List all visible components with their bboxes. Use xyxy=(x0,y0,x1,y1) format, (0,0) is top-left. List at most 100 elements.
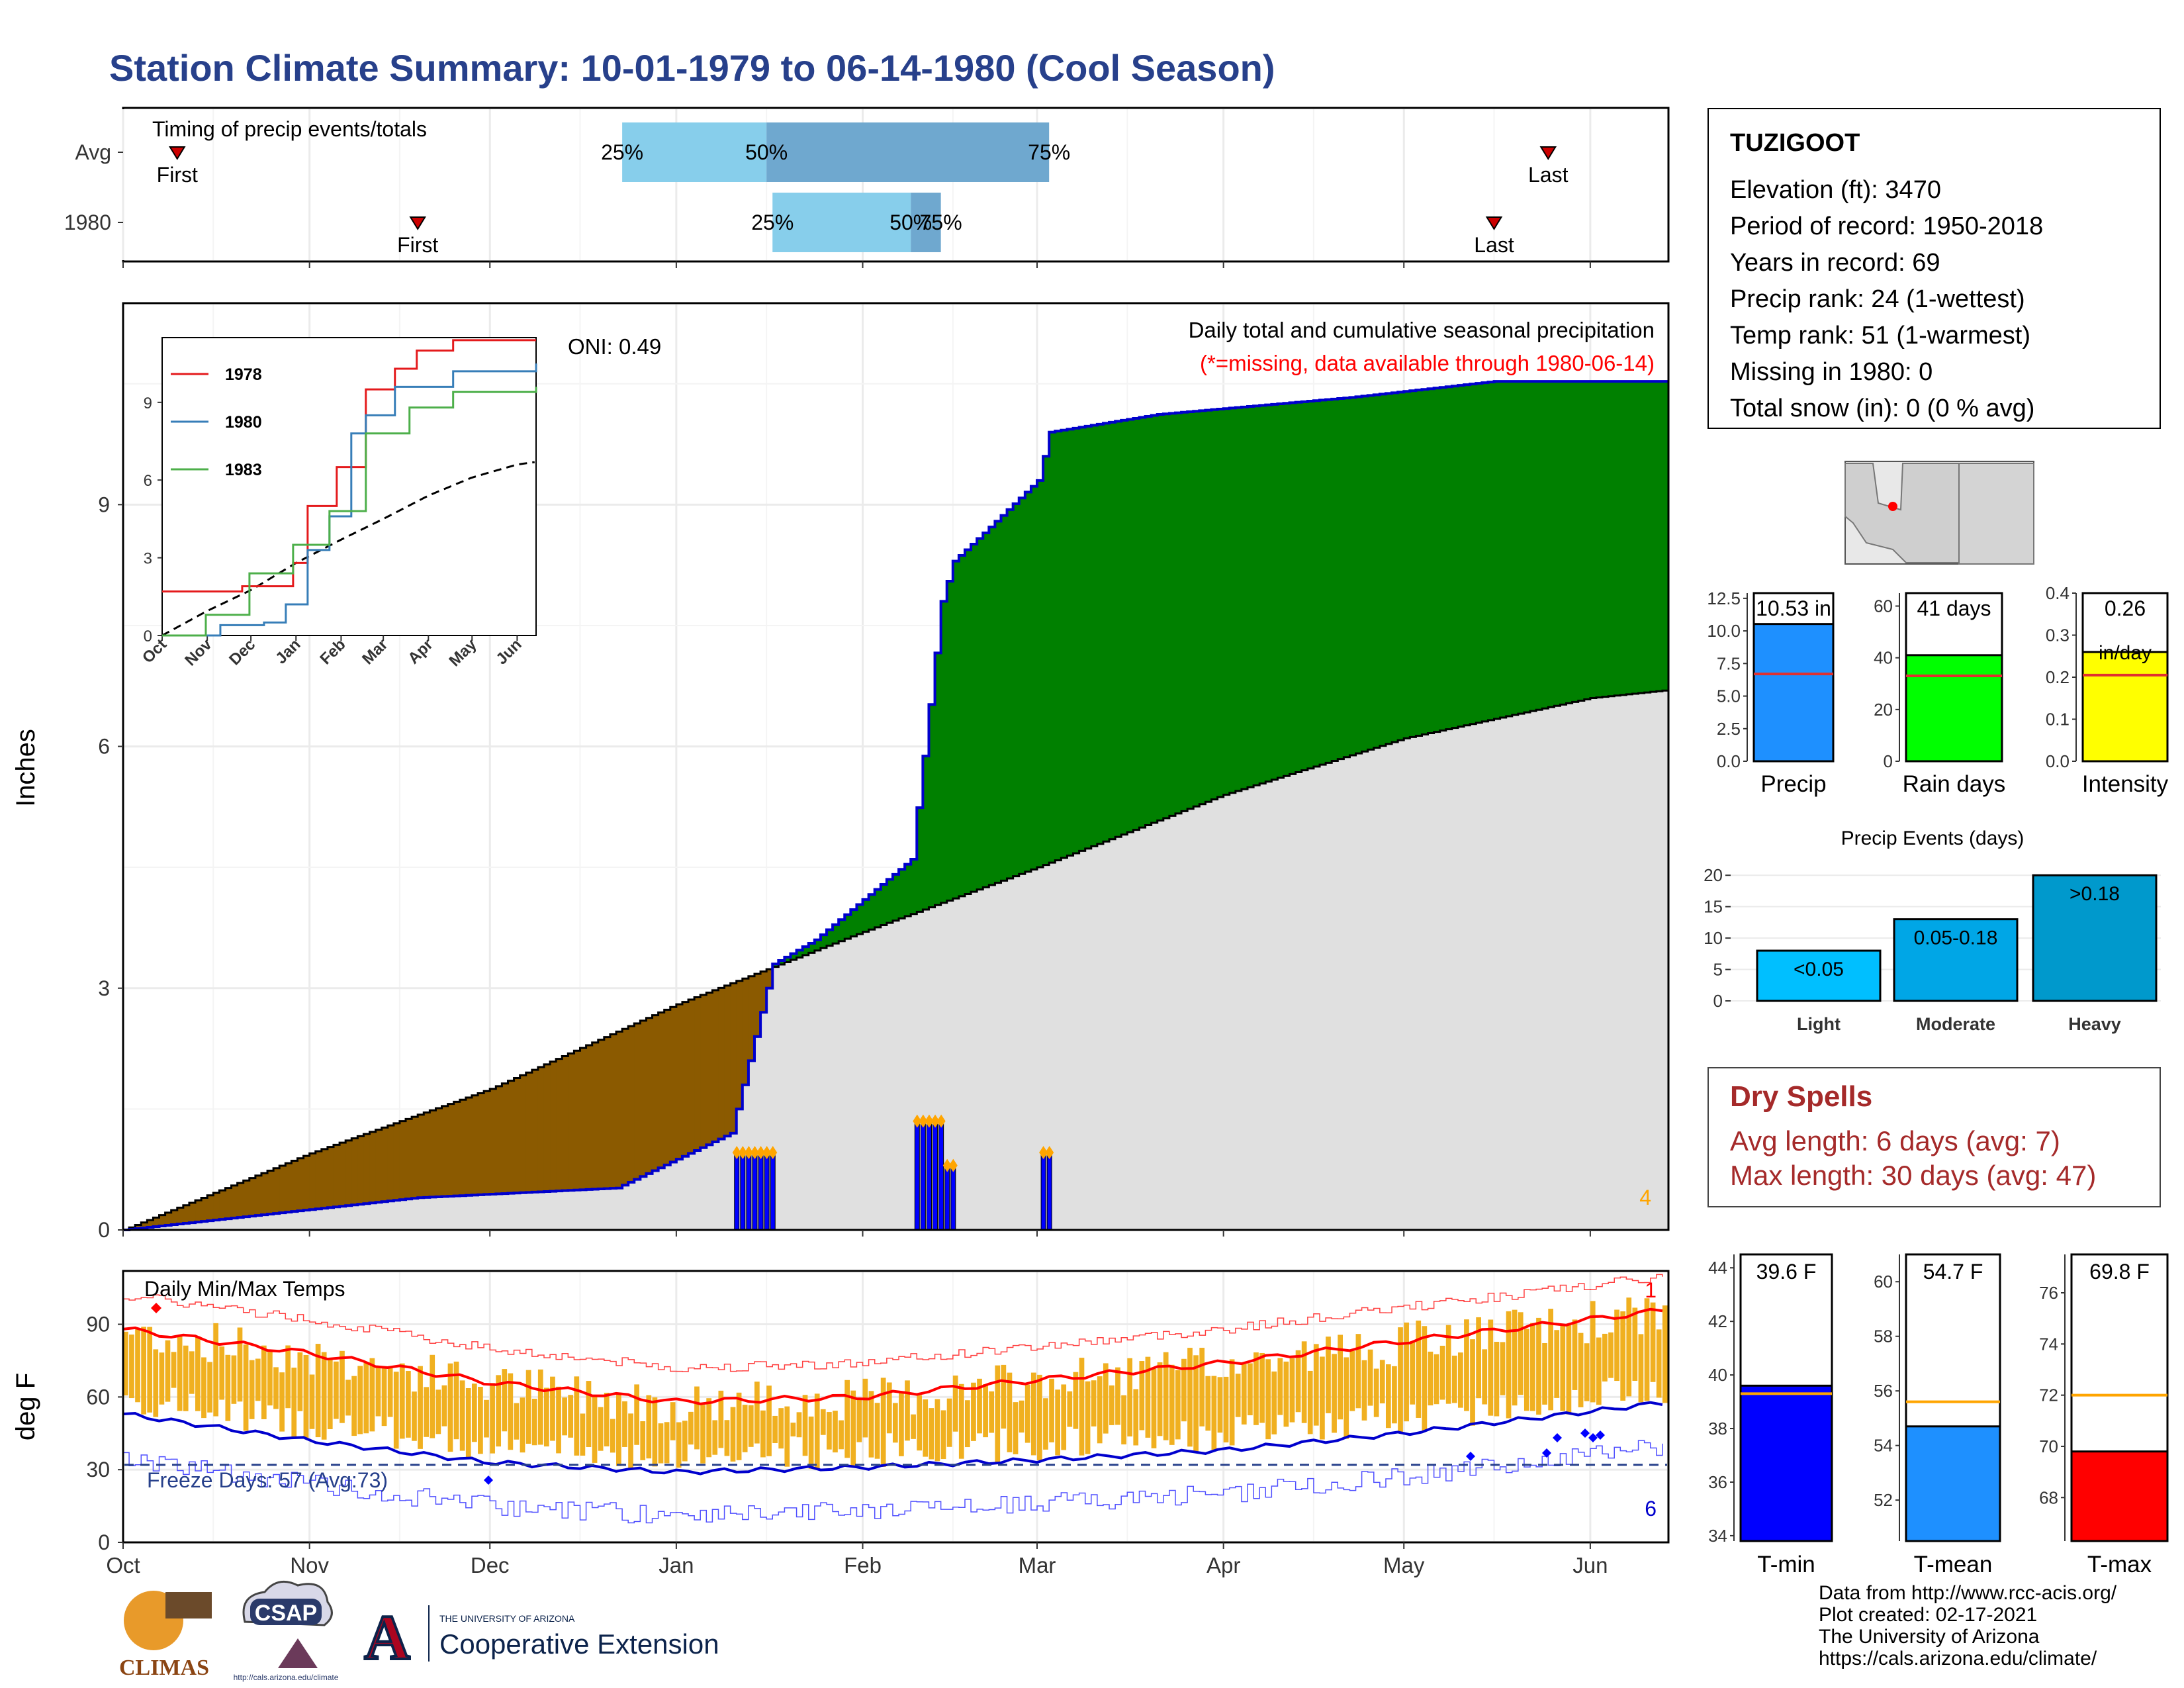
daily-temp-bar xyxy=(279,1372,285,1432)
precip-surplus-segment xyxy=(989,527,996,886)
precip-deficit-segment xyxy=(447,1103,455,1197)
precip-surplus-segment xyxy=(833,924,839,944)
temp-summary-ytick-label: 58 xyxy=(1874,1327,1893,1346)
extreme-precip-marker xyxy=(1039,1146,1048,1160)
month-label-may: May xyxy=(1383,1553,1425,1577)
daily-temp-bar xyxy=(1169,1364,1175,1445)
daily-temp-bar xyxy=(850,1390,856,1468)
daily-temp-bar xyxy=(1650,1302,1656,1382)
dry-spells-box: Dry Spells Avg length: 6 days (avg: 7) M… xyxy=(1707,1067,2161,1207)
temp-frame xyxy=(122,1270,1670,1544)
extreme-precip-marker xyxy=(942,1158,952,1172)
precip-surplus-segment xyxy=(1320,400,1326,765)
dry-spells-max: Max length: 30 days (avg: 47) xyxy=(1730,1160,2097,1191)
precip-surplus-segment xyxy=(1248,406,1254,788)
precip-surplus-segment xyxy=(1145,416,1152,825)
daily-temp-bar xyxy=(1626,1297,1632,1397)
precip-surplus-segment xyxy=(1476,383,1482,723)
precip-surplus-segment xyxy=(1175,412,1182,814)
daily-temp-bar xyxy=(1103,1363,1109,1434)
precip-deficit-segment xyxy=(484,1091,490,1195)
precip-surplus-segment xyxy=(886,879,893,923)
daily-temp-bar xyxy=(430,1354,435,1438)
daily-temp-bar xyxy=(892,1403,898,1443)
precip-surplus-segment xyxy=(923,756,930,910)
daily-temp-bar xyxy=(465,1387,471,1460)
daily-temp-bar xyxy=(543,1387,549,1447)
precip-surplus-segment xyxy=(1163,414,1170,818)
precip-deficit-segment xyxy=(285,1163,292,1213)
daily-temp-bar xyxy=(1187,1348,1193,1447)
precip-surplus-segment xyxy=(929,704,936,908)
temp-ytick-label: 90 xyxy=(86,1313,110,1336)
daily-temp-bar xyxy=(1145,1356,1151,1438)
precip-surplus-segment xyxy=(1193,411,1200,807)
precip-surplus-segment xyxy=(1560,381,1567,705)
precip-surplus-segment xyxy=(1644,381,1651,693)
daily-temp-bar xyxy=(646,1395,652,1459)
temp-summary-axis-label: T-max xyxy=(2087,1552,2152,1577)
precip-deficit-segment xyxy=(315,1151,322,1209)
precip-surplus-segment xyxy=(977,538,983,890)
daily-precip-bar xyxy=(944,1165,950,1231)
precip-surplus-segment xyxy=(1229,408,1236,793)
daily-temp-bar xyxy=(556,1386,561,1454)
daily-temp-bar xyxy=(814,1393,820,1469)
precip-surplus-segment xyxy=(934,653,942,906)
daily-temp-bar xyxy=(1355,1334,1361,1409)
precip-surplus-segment xyxy=(1037,480,1044,868)
csap-url: http://cals.arizona.edu/climate xyxy=(234,1673,339,1682)
precip-surplus-segment xyxy=(1662,381,1669,691)
daily-temp-bar xyxy=(1572,1319,1578,1390)
month-label-dec: Dec xyxy=(471,1553,510,1577)
timing-title: Timing of precip events/totals xyxy=(152,117,427,141)
events-ytick-label: 5 xyxy=(1713,960,1723,980)
record-low-marker xyxy=(1553,1433,1562,1442)
record-low-marker xyxy=(1596,1430,1605,1440)
precip-panel: 0 3 6 9 Daily total and cumulative seasonal… xyxy=(11,302,1670,1242)
precip-deficit-segment xyxy=(231,1185,238,1219)
inset-ytick-label: 3 xyxy=(144,550,152,568)
precip-surplus-segment xyxy=(1301,401,1308,771)
daily-temp-bar xyxy=(1488,1319,1494,1416)
record-low-marker xyxy=(1588,1433,1598,1442)
timing-label-25: 25% xyxy=(601,140,643,164)
precip-surplus-segment xyxy=(1030,486,1038,870)
daily-temp-bar xyxy=(1416,1320,1422,1418)
precip-ytick-label: 0 xyxy=(98,1218,110,1242)
precip-surplus-segment xyxy=(1439,387,1447,731)
daily-temp-bar xyxy=(1343,1357,1349,1439)
precip-surplus-segment xyxy=(1632,381,1639,694)
precip-surplus-segment xyxy=(1079,427,1086,851)
daily-temp-bar xyxy=(321,1352,327,1440)
precip-surplus-segment xyxy=(971,544,978,892)
precip-surplus-segment xyxy=(1367,395,1375,750)
precip-surplus-segment xyxy=(1013,503,1020,876)
summary-bar-intensity xyxy=(2081,651,2169,763)
daily-temp-bar xyxy=(1229,1359,1235,1446)
precip-surplus-segment xyxy=(1590,381,1597,698)
daily-temp-bar xyxy=(1512,1309,1518,1406)
precip-surplus-segment xyxy=(1223,408,1230,795)
timing-bar-q50-q75 xyxy=(911,193,941,252)
summary-bar-charts: 0.0 2.5 5.0 7.5 10.0 12.5 10.53 in Precip 0 20 40 6… xyxy=(1707,583,2168,797)
precip-deficit-segment xyxy=(249,1178,256,1217)
precip-deficit-segment xyxy=(736,980,743,1109)
daily-temp-bar xyxy=(1410,1340,1416,1405)
daily-temp-bar xyxy=(634,1384,639,1445)
precip-deficit-segment xyxy=(478,1093,484,1195)
record-low-marker xyxy=(1542,1448,1551,1458)
daily-temp-bar xyxy=(1602,1333,1608,1382)
precip-surplus-segment xyxy=(1584,381,1591,700)
record-high-marker xyxy=(151,1303,161,1313)
precip-surplus-segment xyxy=(1410,391,1417,737)
summary-ytick-label: 60 xyxy=(1874,596,1893,616)
daily-temp-bar xyxy=(171,1352,177,1388)
precip-surplus-segment xyxy=(1572,381,1579,702)
daily-precip-bar xyxy=(758,1152,764,1231)
precip-surplus-segment xyxy=(1451,386,1459,728)
precip-deficit-segment xyxy=(406,1119,412,1199)
inset-frame xyxy=(161,337,537,636)
daily-temp-bar xyxy=(369,1358,375,1432)
